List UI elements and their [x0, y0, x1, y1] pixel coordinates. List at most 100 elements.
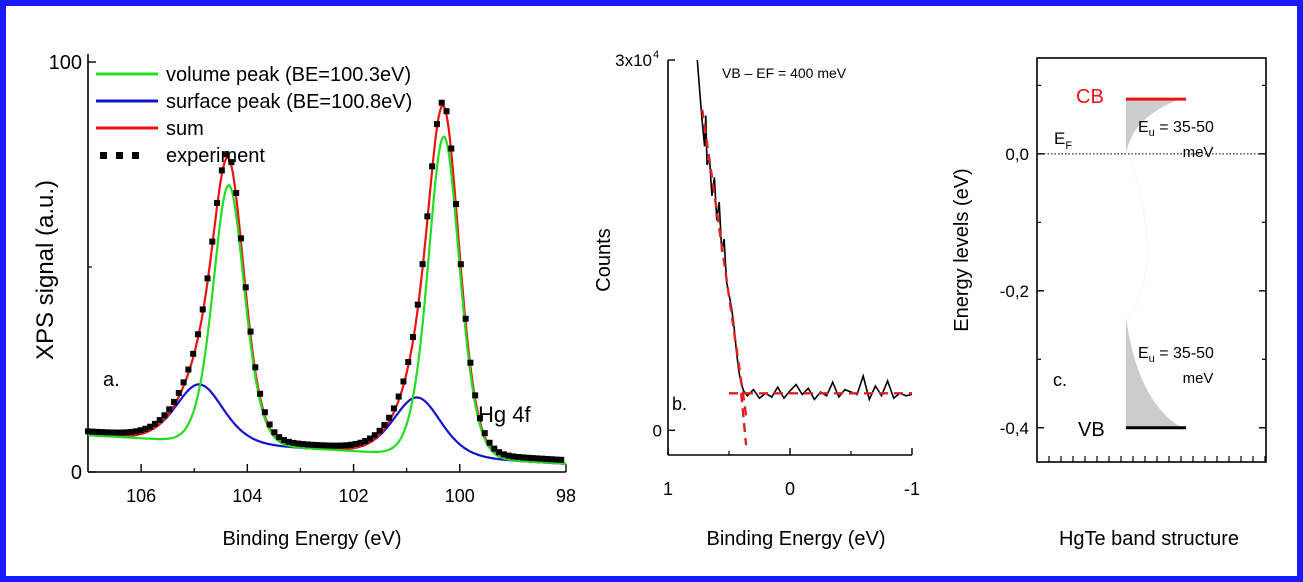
- experiment-point: [519, 454, 526, 461]
- y-tick-label: 0: [653, 421, 662, 440]
- experiment-point: [94, 428, 101, 435]
- legend: volume peak (BE=100.3eV) surface peak (BE…: [96, 64, 412, 167]
- x-tick-label: 1: [663, 479, 673, 499]
- experiment-point: [390, 405, 397, 412]
- experiment-point: [539, 455, 546, 462]
- experiment-point: [410, 333, 417, 340]
- experiment-point: [280, 437, 287, 444]
- y-tick-label: -0,4: [1000, 419, 1029, 438]
- x-tick-label: -1: [904, 479, 920, 499]
- experiment-point: [309, 441, 316, 448]
- experiment-point: [505, 452, 512, 459]
- experiment-point: [395, 393, 402, 400]
- experiment-point: [443, 108, 450, 115]
- experiment-point: [237, 235, 244, 242]
- experiment-point: [271, 429, 278, 436]
- panel-a: 106 104 102 100 98 0 100 volume peak (BE=100.3…: [32, 52, 576, 550]
- experiment-point: [357, 439, 364, 446]
- experiment-point: [486, 439, 493, 446]
- axis-ticks: 0,0 -0,2 -0,4: [1000, 84, 1266, 462]
- panel-label: a.: [103, 369, 120, 391]
- experiment-point: [285, 438, 292, 445]
- experiment-point: [142, 425, 149, 432]
- legend-label: sum: [166, 118, 204, 140]
- experiment-point: [118, 429, 125, 436]
- experiment-point: [500, 451, 507, 458]
- experiment-point: [314, 442, 321, 449]
- experiment-point: [553, 456, 560, 463]
- legend-label: volume peak (BE=100.3eV): [166, 64, 411, 86]
- edge-fit-line: [701, 109, 748, 416]
- vb-label: VB: [1078, 419, 1105, 441]
- urbach-energy-label: Eu = 35-50: [1138, 119, 1214, 139]
- experiment-point: [304, 441, 311, 448]
- experiment-point: [343, 442, 350, 449]
- experiment-point: [400, 378, 407, 385]
- experiment-point: [209, 238, 216, 245]
- y-tick-label: -0,2: [1000, 282, 1029, 301]
- experiment-point: [433, 121, 440, 128]
- experiment-point: [147, 423, 154, 430]
- experiment-point: [128, 428, 135, 435]
- x-axis-label: Binding Energy (eV): [707, 528, 886, 550]
- experiment-point: [257, 390, 264, 397]
- experiment-point: [199, 306, 206, 313]
- experiment-point: [476, 415, 483, 422]
- experiment-point: [266, 421, 273, 428]
- experiment-point: [496, 449, 503, 456]
- experiment-point: [467, 359, 474, 366]
- experiment-point: [214, 199, 221, 206]
- band-diagram: CB VB EF Eu = 35-50 meV Eu = 35-50 meV: [1037, 86, 1266, 441]
- urbach-tail-cb: [1126, 99, 1180, 155]
- y-axis-label: Counts: [593, 228, 615, 291]
- experiment-point: [194, 331, 201, 338]
- experiment-point: [261, 409, 268, 416]
- experiment-point: [161, 412, 168, 419]
- experiment-point: [328, 442, 335, 449]
- experiment-point: [381, 422, 388, 429]
- experiment-point: [457, 261, 464, 268]
- experiment-point: [228, 159, 235, 166]
- experiment-point: [151, 420, 158, 427]
- y-tick-exponent: 4: [653, 49, 659, 61]
- urbach-energy-unit: meV: [1183, 370, 1214, 387]
- experiment-point: [529, 455, 536, 462]
- experiment-point: [156, 417, 163, 424]
- experiment-point: [448, 145, 455, 152]
- experiment-point: [453, 201, 460, 208]
- experiment-point: [104, 429, 111, 436]
- experiment-point: [218, 167, 225, 174]
- experiment-point: [524, 454, 531, 461]
- experiment-point: [534, 455, 541, 462]
- edge-fit-line: [740, 393, 748, 446]
- experiment-point: [414, 301, 421, 308]
- panel-label: c.: [1053, 370, 1067, 390]
- experiment-point: [376, 427, 383, 434]
- annotation-vb-ef: VB – EF = 400 meV: [722, 65, 847, 81]
- experiment-point: [89, 428, 96, 435]
- urbach-energy-unit: meV: [1183, 144, 1214, 161]
- legend-marker: [132, 152, 139, 159]
- experiment-point: [472, 392, 479, 399]
- x-tick-label: 0: [785, 479, 795, 499]
- panel-c: 0,0 -0,2 -0,4 CB VB EF Eu = 35-50 meV Eu = 35-5…: [951, 57, 1267, 550]
- experiment-point: [338, 442, 345, 449]
- experiment-point: [190, 350, 197, 357]
- y-tick-label: 0,0: [1005, 145, 1029, 164]
- experiment-point: [108, 429, 115, 436]
- experiment-point: [185, 366, 192, 373]
- y-tick-label: 3x10: [615, 51, 652, 70]
- experiment-point: [558, 456, 565, 463]
- urbach-tail-vb: [1126, 317, 1182, 428]
- experiment-point: [242, 284, 249, 291]
- cb-label: CB: [1076, 86, 1104, 108]
- panel-label: b.: [672, 394, 687, 414]
- experiment-point: [367, 435, 374, 442]
- experiment-point: [233, 189, 240, 196]
- plot-frame: [1036, 57, 1267, 463]
- experiment-point: [429, 163, 436, 170]
- experiment-point: [386, 414, 393, 421]
- legend-label: experiment: [166, 145, 265, 167]
